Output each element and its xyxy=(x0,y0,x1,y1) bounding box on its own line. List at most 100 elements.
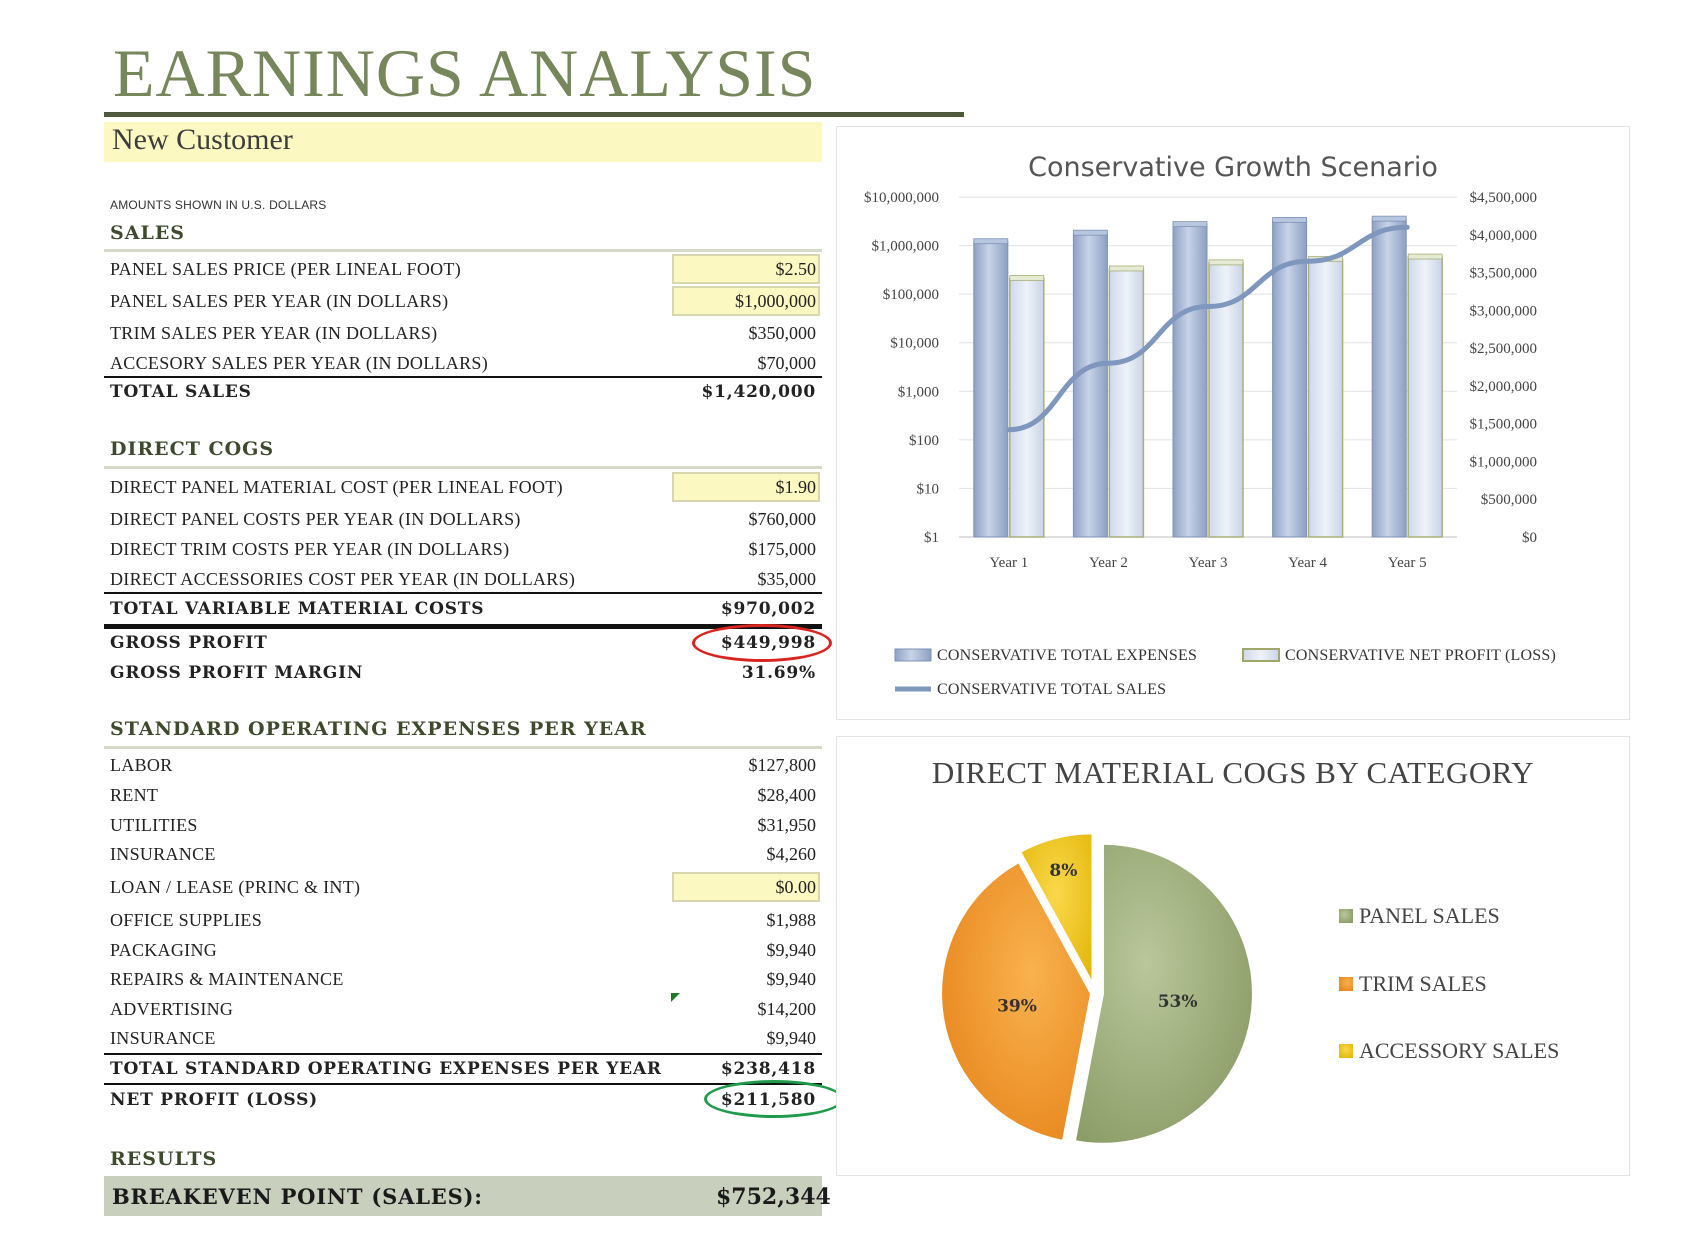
right-tick-label: $2,000,000 xyxy=(1470,379,1538,395)
right-tick-label: $1,000,000 xyxy=(1470,454,1538,470)
legend-net-profit[interactable]: CONSERVATIVE NET PROFIT (LOSS) xyxy=(1285,647,1556,664)
gross-profit-highlight-oval xyxy=(692,624,832,662)
net-profit-highlight-oval xyxy=(704,1080,844,1118)
panel-price-value[interactable]: $2.50 xyxy=(775,259,817,279)
total-opex-value: $238,418 xyxy=(720,1059,816,1079)
cogs-row: DIRECT PANEL MATERIAL COST (PER LINEAL F… xyxy=(104,472,822,502)
row-label: ADVERTISING xyxy=(110,999,234,1019)
expense-bar-cap xyxy=(1172,221,1208,228)
expense-bar-cap xyxy=(1371,215,1407,222)
pie-legend-panel[interactable]: PANEL SALES xyxy=(1359,903,1500,928)
row-label: INSURANCE xyxy=(110,844,216,864)
profit-bar-cap xyxy=(1009,275,1045,281)
row-label: INSURANCE xyxy=(110,1028,216,1048)
total-sales-label: TOTAL SALES xyxy=(110,382,252,402)
profit-bar xyxy=(1009,277,1045,538)
pie-legend-trim[interactable]: TRIM SALES xyxy=(1359,971,1487,996)
row-label: ACCESORY SALES PER YEAR (IN DOLLARS) xyxy=(110,353,488,373)
cogs-heading: DIRECT COGS xyxy=(110,438,275,460)
category-label: Year 1 xyxy=(989,555,1028,571)
row-label: DIRECT PANEL MATERIAL COST (PER LINEAL F… xyxy=(110,477,563,497)
pie-legend-swatch-panel xyxy=(1339,909,1353,923)
cogs-row: DIRECT PANEL COSTS PER YEAR (IN DOLLARS)… xyxy=(104,506,822,532)
row-value: $4,260 xyxy=(766,844,817,864)
sales-heading-rule xyxy=(104,249,822,252)
growth-chart-svg: Conservative Growth Scenario $1$10$100$1… xyxy=(864,152,1556,698)
results-heading: RESULTS xyxy=(110,1148,218,1170)
cogs-row: DIRECT TRIM COSTS PER YEAR (IN DOLLARS) … xyxy=(104,536,822,562)
breakeven-value: $752,344 xyxy=(716,1184,831,1210)
row-label: UTILITIES xyxy=(110,815,198,835)
opex-row: LABOR $127,800 xyxy=(104,752,822,778)
opex-row: LOAN / LEASE (PRINC & INT) $0.00 xyxy=(104,872,822,902)
row-label: DIRECT TRIM COSTS PER YEAR (IN DOLLARS) xyxy=(110,539,510,559)
category-label: Year 3 xyxy=(1189,555,1228,571)
expense-bar xyxy=(1272,219,1308,538)
comment-marker-icon[interactable] xyxy=(671,993,680,1002)
total-cogs-row: TOTAL VARIABLE MATERIAL COSTS $970,002 xyxy=(104,596,822,622)
sales-row: PANEL SALES PRICE (PER LINEAL FOOT) $2.5… xyxy=(104,254,822,284)
right-tick-label: $0 xyxy=(1522,530,1537,546)
amounts-note: AMOUNTS SHOWN IN U.S. DOLLARS xyxy=(110,198,327,212)
cogs-pie-chart[interactable]: DIRECT MATERIAL COGS BY CATEGORY 53% 39% 8… xyxy=(836,736,1630,1176)
panel-sales-value[interactable]: $1,000,000 xyxy=(735,291,816,311)
right-tick-label: $3,500,000 xyxy=(1470,266,1538,282)
right-tick-label: $4,500,000 xyxy=(1470,190,1538,206)
panel-price-input-box[interactable] xyxy=(672,254,820,284)
total-cogs-label: TOTAL VARIABLE MATERIAL COSTS xyxy=(110,599,485,619)
pie-legend-accessory[interactable]: ACCESSORY SALES xyxy=(1359,1038,1559,1063)
opex-row: INSURANCE $4,260 xyxy=(104,841,822,867)
profit-bar xyxy=(1407,256,1443,538)
results-band xyxy=(104,1176,822,1216)
page-title: EARNINGS ANALYSIS xyxy=(113,35,817,111)
expense-bar-cap xyxy=(1272,216,1308,223)
row-label: OFFICE SUPPLIES xyxy=(110,910,263,930)
total-sales-row: TOTAL SALES $1,420,000 xyxy=(104,379,822,405)
row-value: $127,800 xyxy=(748,755,817,775)
sales-row: ACCESORY SALES PER YEAR (IN DOLLARS) $70… xyxy=(104,350,822,376)
row-label: RENT xyxy=(110,785,159,805)
row-label: TRIM SALES PER YEAR (IN DOLLARS) xyxy=(110,323,438,343)
legend-swatch-profit xyxy=(1242,648,1280,662)
net-profit-label: NET PROFIT (LOSS) xyxy=(110,1090,319,1110)
gross-margin-row: GROSS PROFIT MARGIN 31.69% xyxy=(104,660,822,686)
left-tick-label: $100 xyxy=(909,433,939,449)
category-axis: Year 1 Year 2 Year 3 Year 4 Year 5 xyxy=(989,555,1426,571)
loan-lease-value[interactable]: $0.00 xyxy=(775,877,817,897)
gross-profit-rule xyxy=(104,624,822,629)
loan-lease-input-box[interactable] xyxy=(672,872,820,902)
panel-material-cost-input-box[interactable] xyxy=(672,472,820,502)
row-label: DIRECT ACCESSORIES COST PER YEAR (IN DOL… xyxy=(110,569,576,589)
growth-scenario-chart[interactable]: Conservative Growth Scenario $1 $10 $100 $1… xyxy=(836,126,1630,720)
pie-legend-swatch-trim xyxy=(1339,977,1353,991)
gross-margin-value: 31.69% xyxy=(741,663,816,683)
breakeven-label: BREAKEVEN POINT (SALES): xyxy=(112,1184,483,1209)
row-value: $31,950 xyxy=(757,815,817,835)
legend-expenses[interactable]: CONSERVATIVE TOTAL EXPENSES xyxy=(937,647,1197,664)
total-cogs-value: $970,002 xyxy=(720,599,816,619)
cogs-heading-rule xyxy=(104,466,822,469)
left-tick-label: $10 xyxy=(917,481,940,497)
net-profit-rule xyxy=(104,1083,822,1085)
panel-sales-input-box[interactable] xyxy=(672,286,820,316)
left-axis: $1 $10 $100 $1,000 $10,000 $100,000 $1,000,000… xyxy=(864,190,939,546)
row-value: $35,000 xyxy=(757,569,817,589)
legend-total-sales[interactable]: CONSERVATIVE TOTAL SALES xyxy=(937,681,1166,698)
left-tick-label: $1,000 xyxy=(898,384,939,400)
opex-row: ADVERTISING $14,200 xyxy=(104,993,822,1022)
row-value: $14,200 xyxy=(757,999,817,1019)
row-label: REPAIRS & MAINTENANCE xyxy=(110,969,344,989)
row-value: $760,000 xyxy=(748,509,817,529)
opex-row: PACKAGING $9,940 xyxy=(104,937,822,963)
row-label: PANEL SALES PER YEAR (IN DOLLARS) xyxy=(110,291,449,311)
pie-slice xyxy=(1018,832,1094,984)
row-label: DIRECT PANEL COSTS PER YEAR (IN DOLLARS) xyxy=(110,509,521,529)
left-tick-label: $1 xyxy=(924,530,939,546)
expense-bar-cap xyxy=(973,238,1009,245)
left-tick-label: $10,000 xyxy=(890,336,939,352)
right-tick-label: $4,000,000 xyxy=(1470,228,1538,244)
pie-slice xyxy=(1073,842,1254,1145)
panel-material-cost-value[interactable]: $1.90 xyxy=(775,477,817,497)
expense-bar xyxy=(1371,218,1407,538)
pie-legend-swatch-accessory xyxy=(1339,1044,1353,1058)
